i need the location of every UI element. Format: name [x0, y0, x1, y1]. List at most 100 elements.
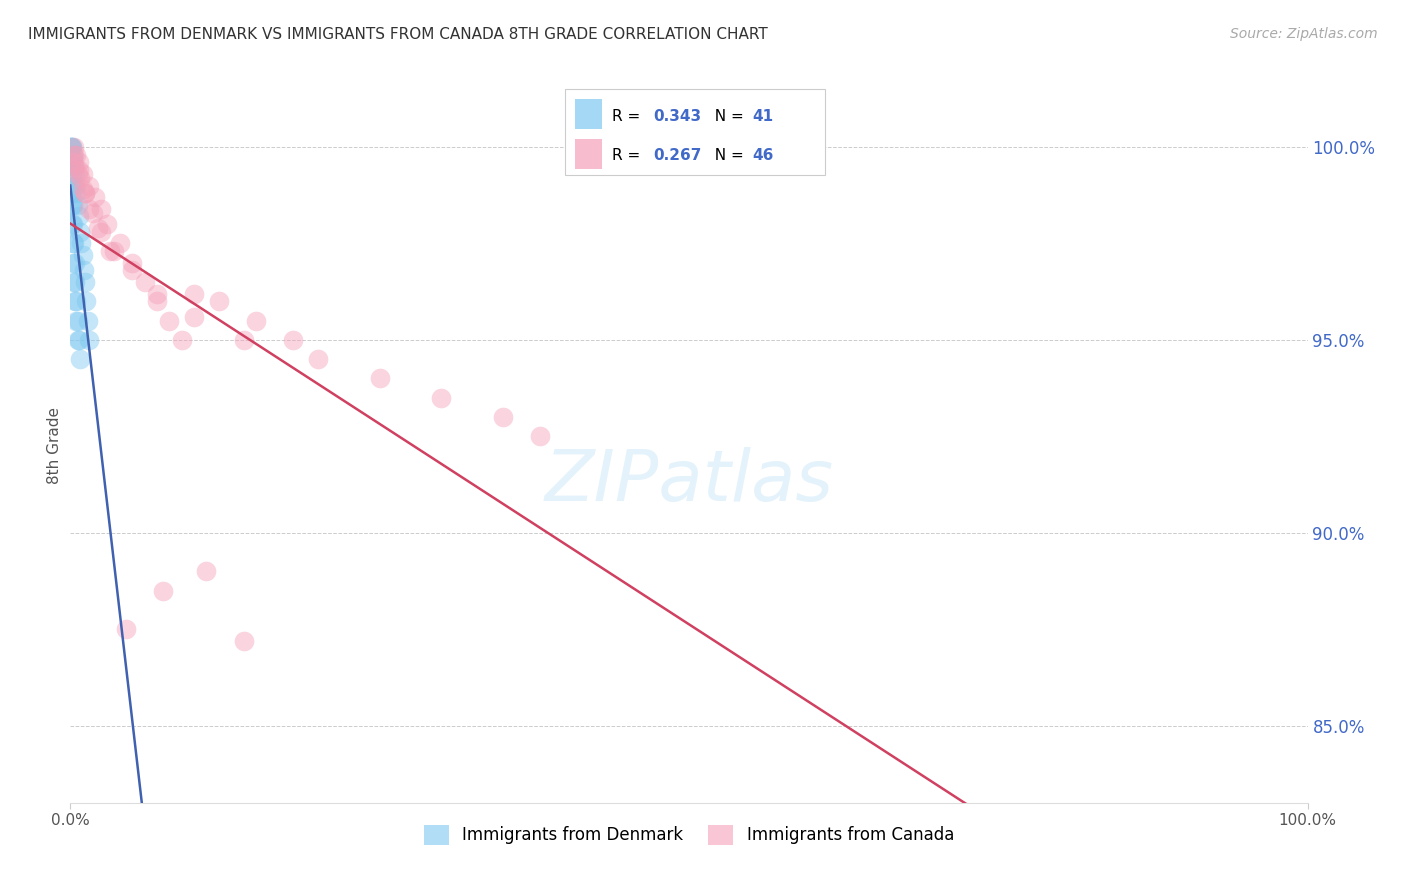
Point: [134, 275, 156, 289]
Point: [62, 152, 84, 166]
Point: [65, 186, 87, 201]
Point: [62, 148, 84, 162]
Point: [77, 178, 100, 193]
Point: [63, 148, 86, 162]
Text: N =: N =: [704, 109, 748, 124]
Text: 46: 46: [752, 148, 773, 163]
Point: [146, 294, 169, 309]
Point: [146, 286, 169, 301]
Point: [72, 167, 94, 181]
Point: [90, 202, 112, 216]
Point: [60, 140, 83, 154]
Text: R =: R =: [612, 148, 645, 163]
Point: [121, 263, 143, 277]
Point: [60, 140, 83, 154]
Point: [96, 217, 118, 231]
Point: [60, 198, 83, 212]
Point: [82, 205, 104, 219]
Point: [66, 313, 89, 327]
Point: [108, 236, 131, 251]
Point: [72, 182, 94, 196]
Text: R =: R =: [612, 109, 645, 124]
Point: [430, 391, 453, 405]
Point: [65, 159, 87, 173]
Text: 0.267: 0.267: [652, 148, 702, 163]
Point: [76, 313, 98, 327]
FancyBboxPatch shape: [575, 139, 602, 169]
Point: [183, 286, 205, 301]
Text: ZIPatlas: ZIPatlas: [544, 447, 834, 516]
Point: [70, 236, 93, 251]
Point: [77, 333, 100, 347]
Point: [208, 294, 231, 309]
Point: [62, 217, 84, 231]
Point: [59, 186, 82, 201]
Point: [529, 429, 551, 443]
Point: [66, 198, 89, 212]
Point: [232, 333, 254, 347]
Point: [103, 244, 125, 259]
Text: N =: N =: [704, 148, 748, 163]
Point: [157, 313, 180, 327]
Point: [152, 583, 174, 598]
Y-axis label: 8th Grade: 8th Grade: [46, 408, 62, 484]
Point: [195, 565, 218, 579]
Point: [75, 186, 97, 201]
Text: 0.343: 0.343: [652, 109, 702, 124]
Point: [115, 622, 138, 636]
Point: [84, 190, 107, 204]
Point: [307, 352, 329, 367]
Point: [62, 198, 84, 212]
Point: [63, 236, 86, 251]
Point: [69, 170, 91, 185]
Point: [90, 225, 112, 239]
Text: IMMIGRANTS FROM DENMARK VS IMMIGRANTS FROM CANADA 8TH GRADE CORRELATION CHART: IMMIGRANTS FROM DENMARK VS IMMIGRANTS FR…: [28, 27, 768, 42]
Point: [75, 186, 97, 201]
Point: [63, 167, 86, 181]
Point: [232, 633, 254, 648]
Point: [60, 178, 83, 193]
Point: [67, 155, 90, 169]
Point: [75, 294, 97, 309]
Point: [183, 310, 205, 324]
Legend: Immigrants from Denmark, Immigrants from Canada: Immigrants from Denmark, Immigrants from…: [418, 818, 960, 852]
FancyBboxPatch shape: [575, 100, 602, 129]
Point: [66, 167, 89, 181]
Point: [59, 140, 82, 154]
Point: [65, 313, 87, 327]
FancyBboxPatch shape: [565, 89, 825, 175]
Point: [65, 294, 87, 309]
Point: [62, 236, 84, 251]
Point: [368, 371, 391, 385]
Point: [60, 167, 83, 181]
Point: [121, 256, 143, 270]
Point: [98, 244, 121, 259]
Point: [65, 178, 87, 193]
Point: [63, 256, 86, 270]
Point: [60, 217, 83, 231]
Point: [69, 225, 91, 239]
Point: [73, 263, 96, 277]
Point: [65, 148, 87, 162]
Point: [62, 155, 84, 169]
Point: [245, 313, 267, 327]
Point: [67, 163, 90, 178]
Point: [65, 275, 87, 289]
Point: [69, 352, 91, 367]
Point: [59, 159, 82, 173]
Text: Source: ZipAtlas.com: Source: ZipAtlas.com: [1230, 27, 1378, 41]
Point: [63, 275, 86, 289]
Point: [86, 221, 108, 235]
Point: [492, 410, 515, 425]
Point: [77, 202, 100, 216]
Point: [65, 294, 87, 309]
Point: [63, 140, 86, 154]
Point: [75, 275, 97, 289]
Point: [63, 159, 86, 173]
Point: [67, 333, 90, 347]
Point: [67, 210, 90, 224]
Text: 41: 41: [752, 109, 773, 124]
Point: [170, 333, 193, 347]
Point: [62, 256, 84, 270]
Point: [72, 248, 94, 262]
